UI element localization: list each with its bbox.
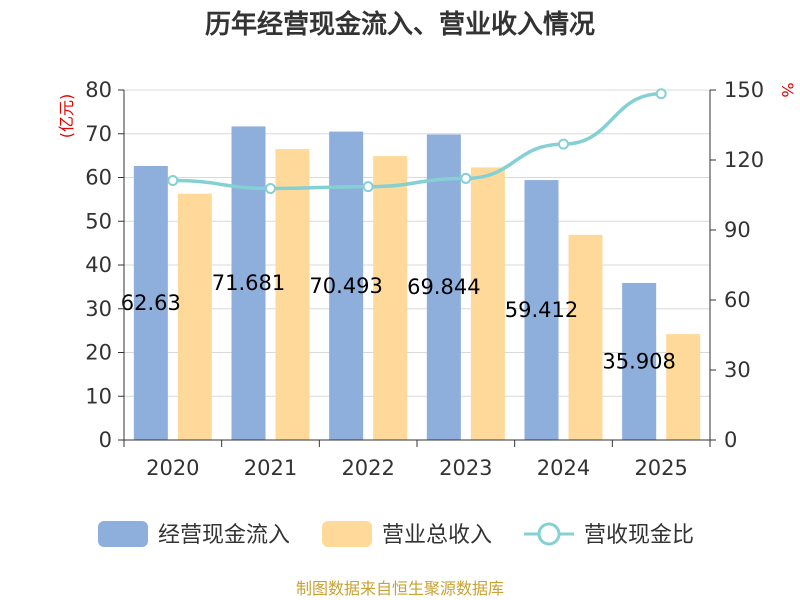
bar-labels-layer: 62.63 71.681 70.493 69.844 59.412 35.908 (121, 271, 676, 373)
bar-data-label: 71.681 (212, 271, 285, 295)
bar-cash-inflow (524, 180, 559, 441)
right-tick-label: 90 (724, 218, 751, 242)
x-tick-label: 2020 (146, 456, 199, 480)
legend-cash-inflow-label: 经营现金流入 (158, 523, 290, 548)
bar-data-label: 35.908 (602, 349, 675, 373)
x-tick-label: 2023 (439, 456, 492, 480)
ratio-point (558, 138, 569, 150)
x-tick-label: 2022 (341, 456, 394, 480)
ratio-point (362, 181, 374, 193)
bar-data-label: 70.493 (309, 274, 382, 298)
chart-title: 历年经营现金流入、营业收入情况 (205, 9, 595, 40)
bar-data-label: 59.412 (505, 298, 578, 322)
axes-layer: 0 10 20 30 40 50 60 70 80 0 30 60 90 120 150 2020 2021 20… (85, 78, 764, 480)
x-tick-label: 2021 (244, 456, 297, 480)
bar-revenue (373, 156, 408, 440)
ratio-point (265, 182, 276, 194)
bar-cash-inflow (329, 131, 364, 440)
left-tick-label: 50 (85, 209, 112, 233)
ratio-point (460, 172, 472, 184)
bar-cash-inflow (622, 282, 657, 440)
legend: 经营现金流入 营业总收入 营收现金比 (98, 521, 694, 548)
left-tick-label: 30 (85, 297, 112, 321)
right-tick-label: 60 (724, 288, 751, 312)
legend-ratio-label: 营收现金比 (584, 523, 694, 548)
left-tick-label: 10 (85, 384, 112, 408)
x-tick-label: 2024 (537, 456, 590, 480)
grid-lines (124, 89, 710, 397)
bar-cash-inflow (133, 165, 168, 440)
left-tick-label: 40 (85, 253, 112, 277)
left-axis-unit: (亿元) (57, 94, 76, 139)
bar-revenue (470, 167, 505, 440)
right-tick-label: 120 (724, 148, 764, 172)
left-tick-label: 70 (85, 122, 112, 146)
source-note: 制图数据来自恒生聚源数据库 (296, 579, 504, 598)
legend-ratio-swatch-marker (537, 522, 561, 546)
left-tick-label: 60 (85, 166, 112, 190)
right-tick-label: 150 (724, 78, 764, 102)
legend-revenue-label: 营业总收入 (382, 523, 492, 548)
legend-cash-inflow-swatch (98, 521, 148, 547)
ratio-point (167, 175, 179, 187)
x-tick-label: 2025 (634, 456, 687, 480)
bar-cash-inflow (231, 126, 266, 441)
left-tick-label: 80 (85, 78, 112, 102)
legend-revenue-swatch (322, 521, 372, 547)
bars-layer (133, 126, 701, 441)
left-tick-label: 0 (99, 428, 112, 452)
right-axis-unit: % (778, 82, 797, 97)
right-tick-label: 30 (724, 358, 751, 382)
bar-cash-inflow (426, 134, 461, 440)
bar-data-label: 69.844 (407, 275, 480, 299)
bar-data-label: 62.63 (121, 291, 181, 315)
left-tick-label: 20 (85, 341, 112, 365)
line-layer (167, 88, 667, 194)
bar-revenue (568, 234, 603, 440)
bar-revenue (275, 149, 310, 440)
bar-revenue (666, 334, 701, 440)
ratio-line (172, 91, 662, 191)
right-tick-label: 0 (724, 428, 737, 452)
ratio-point (655, 88, 667, 100)
bar-revenue (177, 193, 212, 440)
